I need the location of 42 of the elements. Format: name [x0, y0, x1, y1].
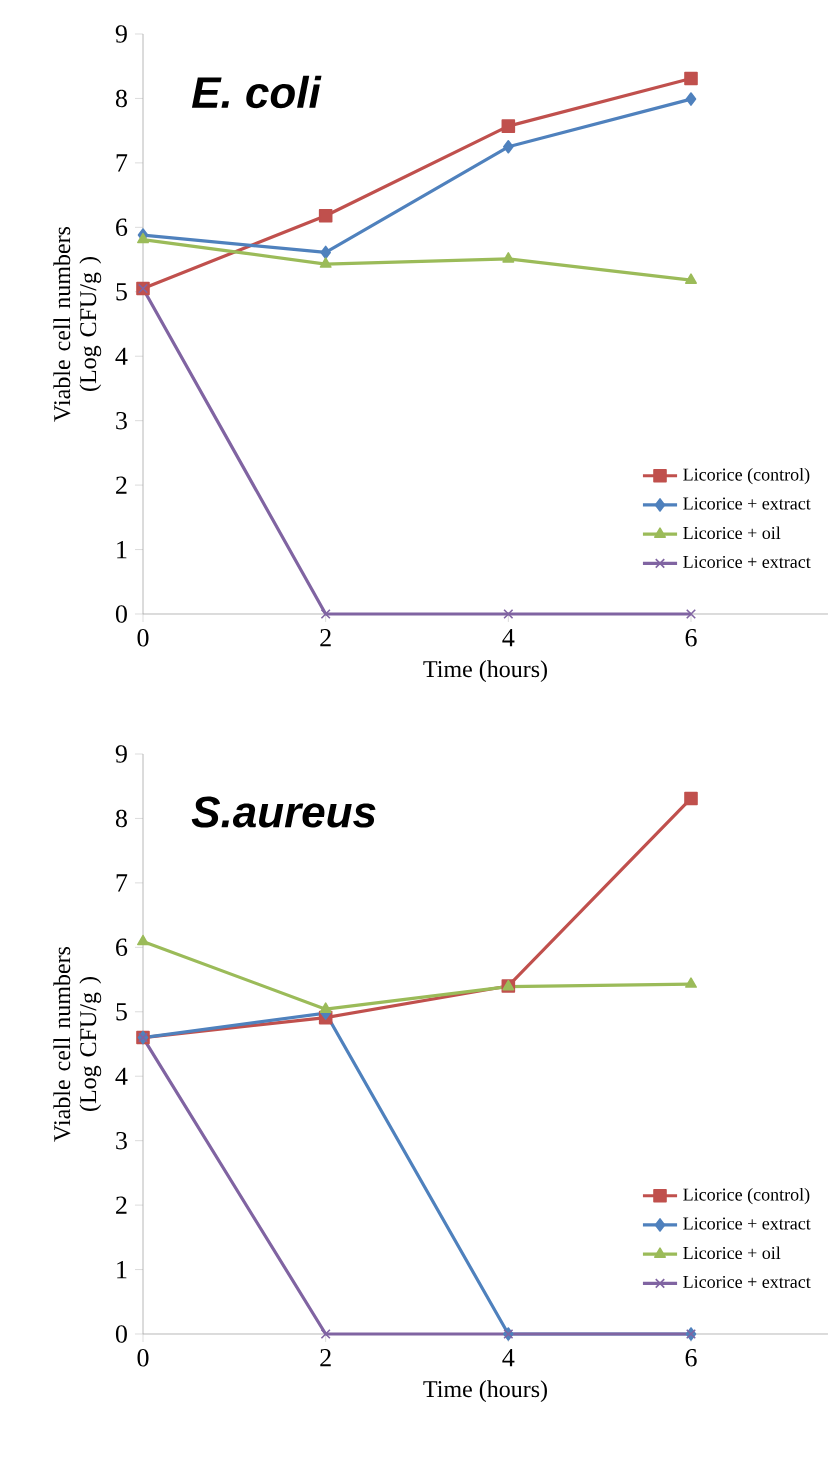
legend-label: Licorice + extract	[683, 497, 811, 510]
y-tick-label: 6	[116, 218, 128, 237]
y-tick-label: 1	[117, 540, 127, 559]
legend-label: Licorice (control)	[683, 467, 810, 485]
y-tick-label: 0	[115, 1325, 127, 1343]
x-tick-label: 2	[320, 1349, 331, 1367]
x-axis-title: Time (hours)	[423, 660, 547, 683]
y-tick-label: 5	[116, 1003, 127, 1021]
x-tick-label: 0	[137, 1349, 149, 1367]
legend-label: Licorice + extract	[683, 555, 811, 568]
text: S.aureus	[191, 796, 376, 828]
x-tick-label: 2	[320, 629, 331, 647]
y-tick-label: 4	[115, 347, 128, 365]
y-tick-label: 0	[115, 605, 127, 623]
legend-label: Licorice + extract	[683, 1275, 811, 1288]
y-tick-label: 1	[117, 1260, 127, 1279]
y-tick-label: 3	[116, 1131, 127, 1150]
y-axis-title: Viable cell numbers (Log CFU/g )	[53, 226, 102, 422]
y-tick-label: 7	[116, 874, 128, 892]
y-tick-label: 6	[116, 938, 128, 957]
y-tick-label: 8	[115, 89, 127, 108]
y-tick-label: 9	[115, 25, 127, 43]
x-tick-label: 6	[685, 629, 697, 647]
legend-label: Licorice (control)	[683, 1187, 810, 1205]
legend-label: Licorice + oil	[683, 526, 781, 540]
y-axis-title: Viable cell numbers (Log CFU/g )	[53, 946, 102, 1142]
text: E. coli	[191, 75, 322, 109]
y-tick-label: 5	[116, 283, 127, 301]
x-tick-label: 0	[137, 629, 149, 647]
y-tick-label: 2	[116, 476, 127, 494]
y-tick-label: 3	[116, 411, 127, 430]
x-tick-label: 6	[685, 1349, 697, 1367]
y-tick-label: 7	[116, 154, 128, 172]
y-tick-label: 9	[115, 745, 127, 763]
y-tick-label: 8	[115, 809, 127, 828]
legend-label: Licorice + oil	[683, 1246, 781, 1260]
x-tick-label: 4	[502, 629, 515, 647]
x-tick-label: 4	[502, 1349, 515, 1367]
legend-label: Licorice + extract	[683, 1217, 811, 1230]
y-tick-label: 2	[116, 1196, 127, 1214]
x-axis-title: Time (hours)	[423, 1380, 547, 1403]
y-tick-label: 4	[115, 1067, 128, 1085]
